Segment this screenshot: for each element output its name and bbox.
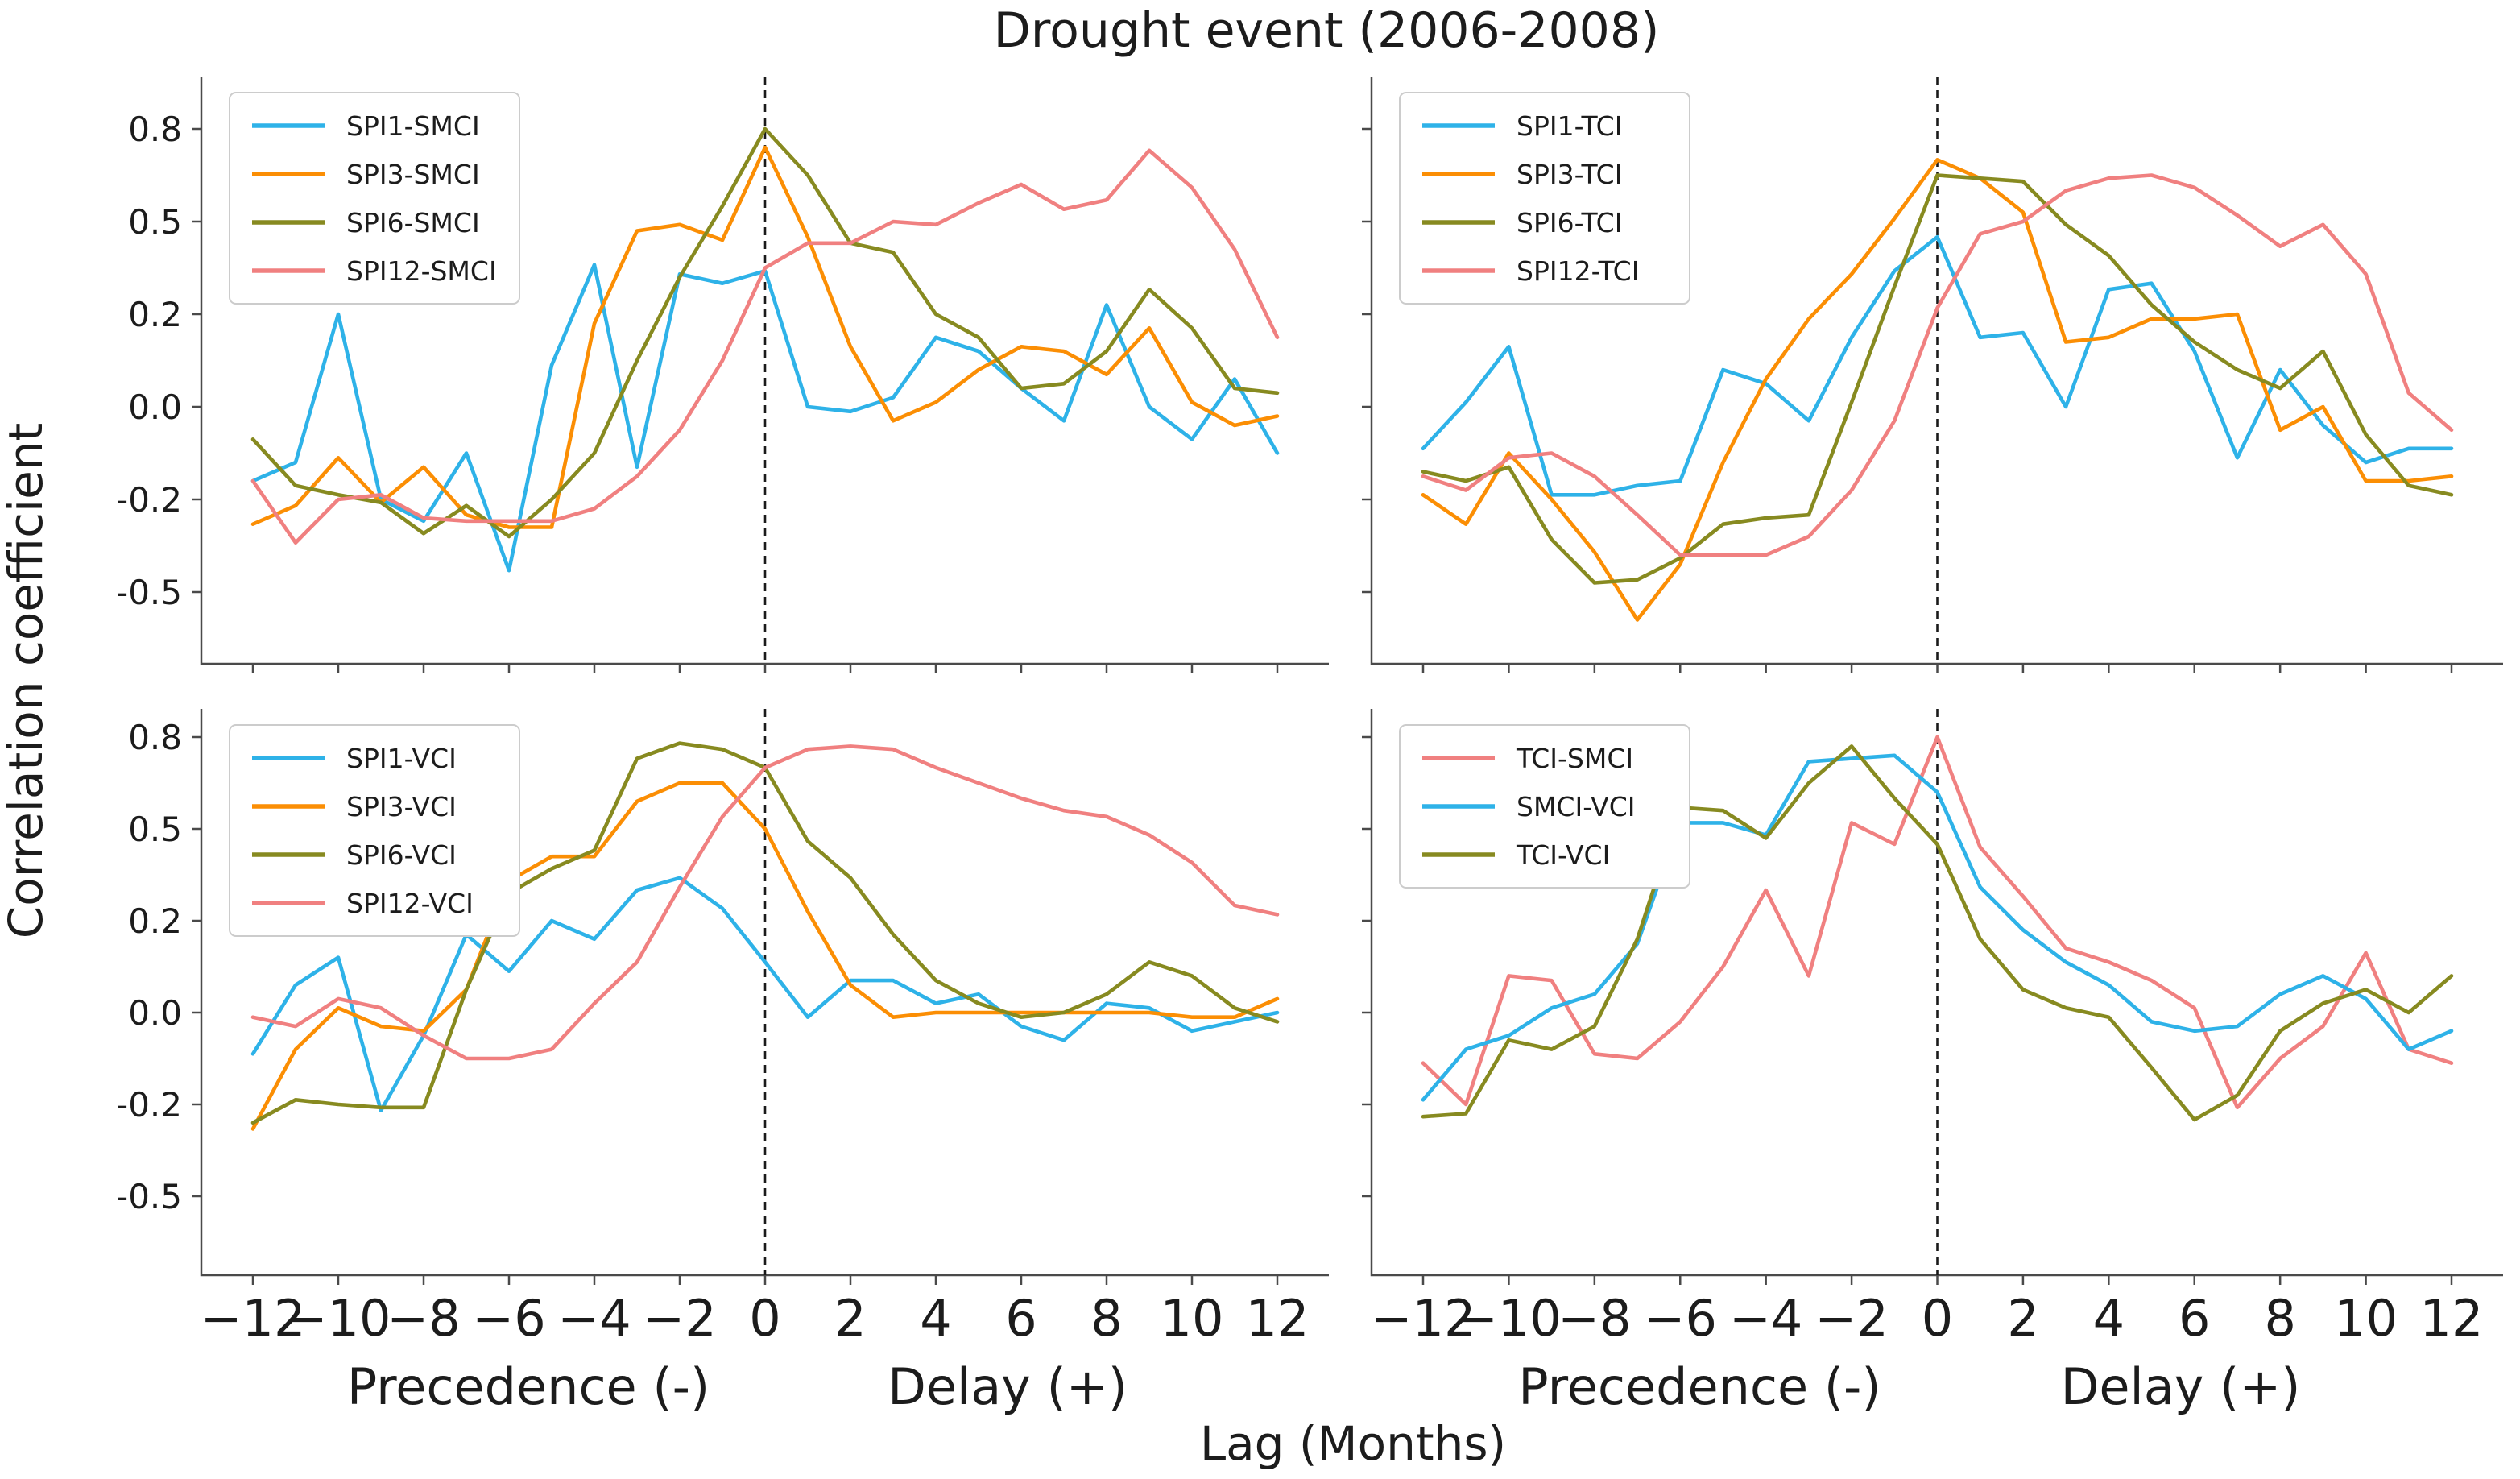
x-tick-label: −6 [1644,1289,1717,1348]
x-tick-label: −8 [387,1289,460,1348]
x-tick-label: 12 [2420,1289,2484,1348]
x-tick-label: 6 [2179,1289,2210,1348]
axis-spines [1370,77,2503,665]
x-tick-label: −10 [286,1289,391,1348]
x-tick-label: −12 [1371,1289,1476,1348]
x-tick-label: 10 [2334,1289,2398,1348]
x-tick-label: 0 [1922,1289,1953,1348]
panel-bottom-right: −12−10−8 −6 −4 −2 0 2 4 6 8 10 12 Precedence (-) Del… [1362,709,2503,1416]
legend-label-SPI1-VCI: SPI1-VCI [346,743,457,774]
series-line-SMCI-VCI [1421,753,2454,1102]
y-tick-label: -0.2 [116,480,182,520]
y-tick-label: 0.8 [128,718,182,757]
axis-spines [1370,709,2503,1277]
legend-label-SPI6-TCI: SPI6-TCI [1517,207,1622,238]
y-tick-label: -0.5 [116,573,182,612]
legend-label-SPI1-TCI: SPI1-TCI [1517,110,1622,142]
legend-label-TCI-VCI: TCI-VCI [1516,839,1610,871]
x-tick-label: −8 [1558,1289,1631,1348]
series-line-SPI3-TCI [1421,158,2454,622]
legend-label-SPI3-TCI: SPI3-TCI [1517,159,1622,190]
y-tick-label: 0.2 [128,295,182,334]
legend-label-SPI12-SMCI: SPI12-SMCI [346,255,497,287]
y-tick-label: 0.0 [128,993,182,1033]
series-line-TCI-SMCI [1421,735,2454,1110]
y-tick-label: 0.2 [128,901,182,941]
y-tick-label: 0.0 [128,387,182,427]
x-tick-label: 8 [2264,1289,2295,1348]
legend-label-SPI3-SMCI: SPI3-SMCI [346,159,480,190]
legend-label-SPI12-TCI: SPI12-TCI [1517,255,1639,287]
x-tick-label: 2 [834,1289,866,1348]
chart-title: Drought event (2006-2008) [994,2,1660,59]
x-tick-label: −4 [1729,1289,1802,1348]
legend-frame [1399,92,1690,304]
legend-frame [1399,724,1690,889]
x-tick-label: 4 [2093,1289,2125,1348]
legend-label-SPI6-VCI: SPI6-VCI [346,839,457,871]
legend-top-right: SPI1-TCI SPI3-TCI SPI6-TCI SPI12-TCI [1399,92,1690,304]
series-line-SPI6-TCI [1421,173,2454,585]
series-line-SPI3-VCI [250,781,1280,1131]
panels-group: 0.80.50.20.0-0.2-0.5SPI1-SMCISPI3-SMCISP… [116,77,2503,1416]
x-axis-label: Lag (Months) [1200,1416,1506,1471]
x-tick-label: 12 [1246,1289,1310,1348]
x-tick-label: −6 [472,1289,545,1348]
delay-label: Delay (+) [2061,1357,2301,1416]
x-tick-label: 4 [920,1289,951,1348]
legend-label-SPI1-SMCI: SPI1-SMCI [346,110,480,142]
panel-top-left: 0.80.50.20.0-0.2-0.5SPI1-SMCISPI3-SMCISP… [116,77,1329,673]
y-axis-label: Correlation coefficient [0,423,53,939]
legend-label-SPI12-VCI: SPI12-VCI [346,888,474,919]
axis-spines [200,709,1329,1277]
series-line-SPI3-SMCI [250,145,1280,529]
legend-bottom-right: TCI-SMCI SMCI-VCI TCI-VCI [1399,724,1690,889]
legend-label-SMCI-VCI: SMCI-VCI [1517,791,1636,822]
precedence-label: Precedence (-) [347,1357,710,1416]
delay-label: Delay (+) [888,1357,1128,1416]
x-tick-label: −2 [1814,1289,1888,1348]
series-line-TCI-VCI [1421,744,2454,1122]
y-tick-label: -0.2 [116,1085,182,1125]
series-line-SPI12-TCI [1421,173,2454,557]
x-tick-label: 6 [1005,1289,1037,1348]
x-tick-label: 8 [1090,1289,1122,1348]
axis-spines [200,77,1329,665]
legend-bottom-left: SPI1-VCI SPI3-VCI SPI6-VCI SPI12-VCI [229,724,520,937]
series-line-SPI12-VCI [250,744,1280,1061]
panel-bottom-left: 0.80.50.20.0-0.2-0.5−12−10−8 −6 −4 −2 0 2 4 6 8 1… [116,709,1329,1416]
x-tick-label: −4 [557,1289,631,1348]
legend-top-left: SPI1-SMCI SPI3-SMCI SPI6-SMCI SPI12-SMCI [229,92,520,304]
legend-frame [229,724,520,937]
y-tick-label: -0.5 [116,1177,182,1216]
precedence-label: Precedence (-) [1518,1357,1881,1416]
panel-top-right: SPI1-TCI SPI3-TCI SPI6-TCI SPI12-TCI [1362,77,2503,673]
x-tick-label: 2 [2007,1289,2038,1348]
x-tick-label: 10 [1161,1289,1224,1348]
series-line-SPI1-TCI [1421,234,2454,497]
x-tick-label: −12 [201,1289,306,1348]
x-tick-label: −2 [643,1289,716,1348]
legend-label-TCI-SMCI: TCI-SMCI [1516,743,1633,774]
series-line-SPI6-SMCI [250,126,1280,539]
series-line-SPI12-SMCI [250,148,1280,545]
y-tick-label: 0.5 [128,810,182,849]
x-tick-label: 0 [749,1289,780,1348]
y-tick-label: 0.8 [128,110,182,149]
legend-label-SPI6-SMCI: SPI6-SMCI [346,207,480,238]
legend-frame [229,92,520,304]
legend-label-SPI3-VCI: SPI3-VCI [346,791,457,822]
x-tick-label: −10 [1456,1289,1562,1348]
y-tick-label: 0.5 [128,202,182,242]
